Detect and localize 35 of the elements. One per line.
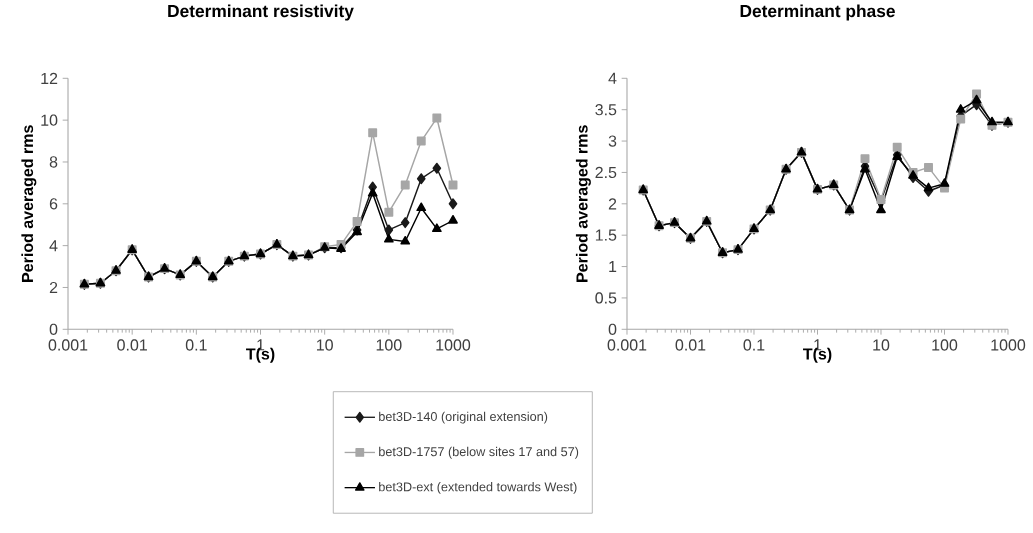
x-tick-label: 100 — [932, 339, 958, 351]
y-tick-label: 2 — [49, 281, 58, 293]
y-tick-label: 10 — [41, 114, 58, 126]
y-tick-label: 4 — [608, 72, 617, 84]
y-axis-title: Period averaged rms — [21, 125, 37, 282]
chart-title: Determinant resistivity — [168, 4, 354, 21]
y-tick-label: 2 — [608, 198, 617, 210]
x-tick-label: 1000 — [436, 339, 471, 351]
y-axis-title: Period averaged rms — [575, 125, 591, 282]
y-tick-label: 0 — [49, 323, 58, 335]
legend-label: bet3D-ext (extended towards West) — [379, 481, 577, 494]
x-tick-label: 10 — [873, 339, 890, 351]
y-tick-label: 0.5 — [595, 292, 617, 304]
y-tick-label: 4 — [49, 240, 58, 251]
x-tick-label: 0.1 — [185, 339, 207, 351]
y-tick-label: 0 — [608, 323, 617, 335]
x-tick-label: 1000 — [991, 339, 1026, 351]
y-tick-label: 3.5 — [595, 103, 617, 116]
x-tick-label: 0.1 — [743, 339, 765, 351]
legend-label: bet3D-140 (original extension) — [379, 411, 548, 424]
y-tick-label: 8 — [49, 156, 58, 168]
x-tick-label: 0.001 — [48, 339, 88, 351]
x-tick-label: 10 — [316, 339, 333, 351]
y-tick-label: 12 — [41, 72, 58, 84]
y-tick-label: 3 — [608, 135, 617, 147]
x-tick-label: 0.01 — [117, 339, 147, 351]
y-tick-label: 1 — [609, 260, 617, 272]
chart-title: Determinant phase — [740, 4, 895, 21]
y-tick-label: 1.5 — [595, 229, 617, 241]
legend-label: bet3D-1757 (below sites 17 and 57) — [379, 446, 579, 459]
y-tick-label: 6 — [49, 198, 58, 210]
y-tick-label: 2.5 — [595, 166, 617, 178]
x-tick-label: 100 — [376, 339, 402, 351]
x-tick-label: 0.001 — [607, 339, 647, 351]
x-tick-label: 0.01 — [675, 339, 706, 351]
